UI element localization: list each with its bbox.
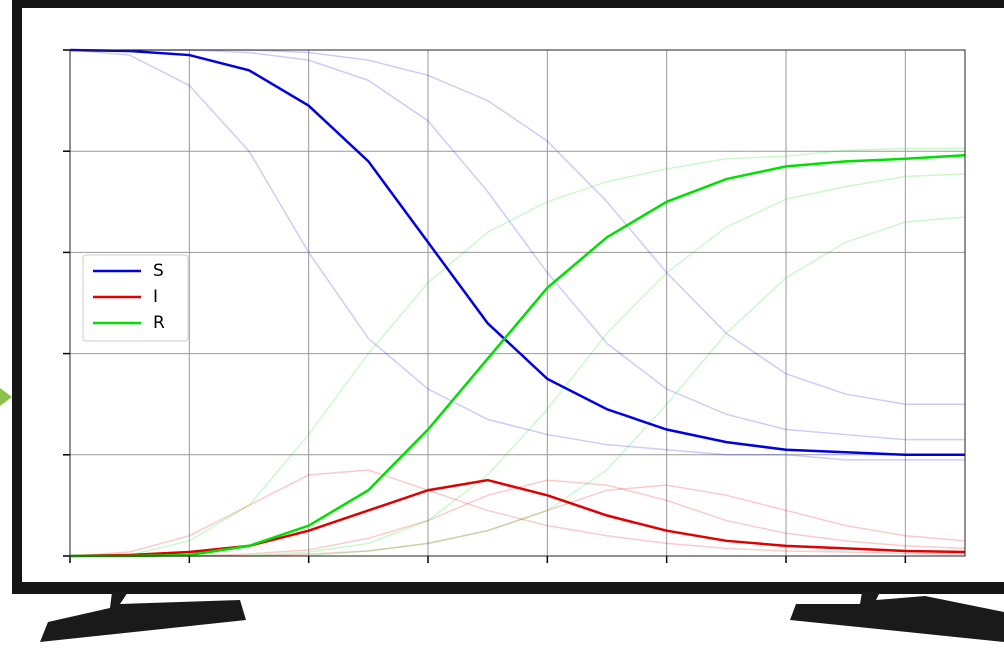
ensemble-line [70,49,965,441]
legend-label: R [153,313,165,333]
plot-area: SIR [63,48,966,563]
series-line [70,154,966,558]
ensemble-line [69,49,965,461]
legend-label: I [153,287,158,307]
axes-frame [69,49,966,557]
ensemble-line [69,469,966,557]
ensemble-line [69,147,966,557]
tv-stand-left [40,592,246,642]
series-line [69,478,966,558]
legend-label: S [153,261,164,281]
arrow-marker [0,388,12,406]
tv-stand-right [790,592,1004,642]
series-line [69,48,965,457]
